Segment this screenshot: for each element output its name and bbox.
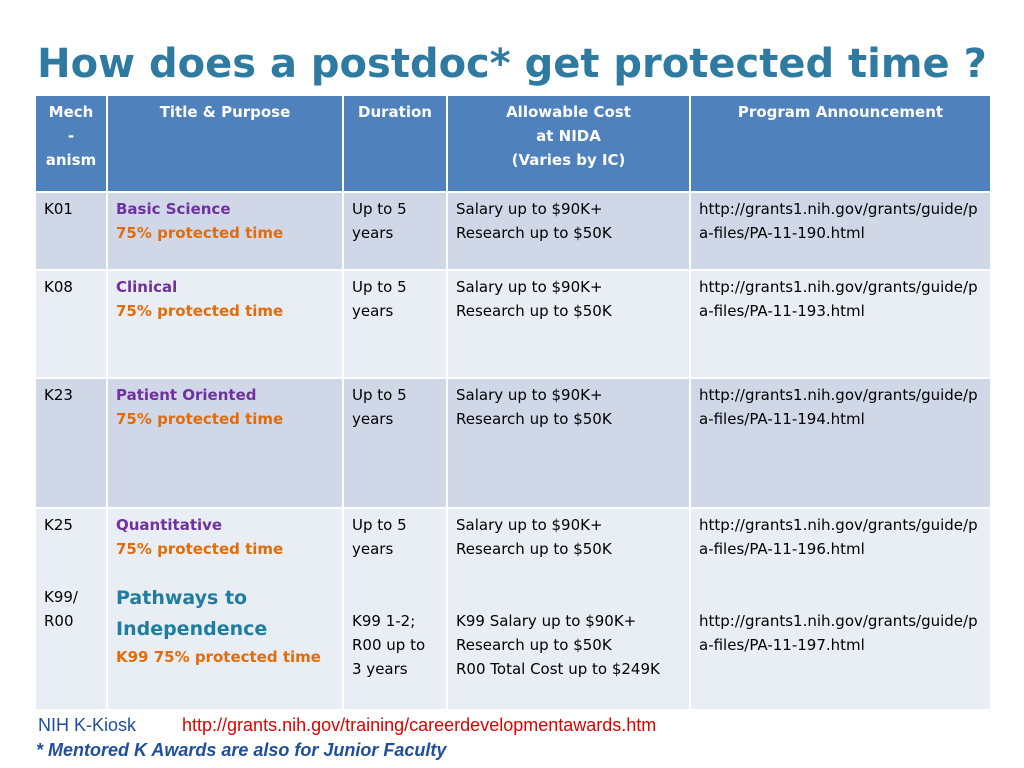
announcement-link-k99[interactable]: http://grants1.nih.gov/grants/guide/pa-f… <box>699 612 978 654</box>
table-row: K25 K99/ R00 Quantitative 75% protected … <box>34 507 992 711</box>
table-row: K08 Clinical 75% protected time Up to 5 … <box>34 269 992 379</box>
mechanism-cell: K01 <box>34 191 108 271</box>
title-purpose-cell: Clinical 75% protected time <box>106 269 344 379</box>
title-purpose-cell: Patient Oriented 75% protected time <box>106 377 344 509</box>
announcement-link[interactable]: http://grants1.nih.gov/grants/guide/pa-f… <box>699 516 978 558</box>
pathways-title: Pathways to Independence <box>116 587 268 640</box>
table-row: K23 Patient Oriented 75% protected time … <box>34 377 992 509</box>
protected-time: 75% protected time <box>116 302 284 320</box>
duration-cell: Up to 5 years <box>342 377 448 509</box>
program-name: Patient Oriented <box>116 386 257 404</box>
cost-cell: Salary up to $90K+ Research up to $50K K… <box>446 507 691 711</box>
duration-cell: Up to 5 years K99 1-2; R00 up to 3 years <box>342 507 448 711</box>
protected-time: 75% protected time <box>116 224 284 242</box>
header-title-purpose: Title & Purpose <box>106 94 344 193</box>
awards-table: Mech - anism Title & Purpose Duration Al… <box>34 94 992 711</box>
protected-time: 75% protected time <box>116 540 284 558</box>
kiosk-label: NIH K-Kiosk <box>38 715 137 735</box>
cost-cell: Salary up to $90K+ Research up to $50K <box>446 191 691 271</box>
cost-cell: Salary up to $90K+ Research up to $50K <box>446 269 691 379</box>
footnote: * Mentored K Awards are also for Junior … <box>36 740 447 760</box>
title-purpose-cell: Basic Science 75% protected time <box>106 191 344 271</box>
table-header-row: Mech - anism Title & Purpose Duration Al… <box>34 94 992 193</box>
page-title: How does a postdoc* get protected time ? <box>37 41 987 87</box>
pathways-protected-time: K99 75% protected time <box>116 648 321 666</box>
program-name: Quantitative <box>116 516 223 534</box>
announcement-link[interactable]: http://grants1.nih.gov/grants/guide/pa-f… <box>689 191 992 271</box>
duration-cell: Up to 5 years <box>342 269 448 379</box>
announcement-link[interactable]: http://grants1.nih.gov/grants/guide/pa-f… <box>689 377 992 509</box>
kiosk-footer: NIH K-Kiosk http://grants.nih.gov/trainin… <box>38 715 656 736</box>
header-duration: Duration <box>342 94 448 193</box>
announcement-link[interactable]: http://grants1.nih.gov/grants/guide/pa-f… <box>689 269 992 379</box>
header-program-announcement: Program Announcement <box>689 94 992 193</box>
mechanism-cell: K23 <box>34 377 108 509</box>
header-allowable-cost: Allowable Cost at NIDA (Varies by IC) <box>446 94 691 193</box>
program-name: Clinical <box>116 278 178 296</box>
cost-cell: Salary up to $90K+ Research up to $50K <box>446 377 691 509</box>
mechanism-cell: K25 K99/ R00 <box>34 507 108 711</box>
header-mechanism: Mech - anism <box>34 94 108 193</box>
announcement-cell: http://grants1.nih.gov/grants/guide/pa-f… <box>689 507 992 711</box>
kiosk-link[interactable]: http://grants.nih.gov/training/careerdev… <box>182 715 657 735</box>
title-purpose-cell: Quantitative 75% protected time Pathways… <box>106 507 344 711</box>
program-name: Basic Science <box>116 200 231 218</box>
duration-cell: Up to 5 years <box>342 191 448 271</box>
mechanism-cell: K08 <box>34 269 108 379</box>
table-row: K01 Basic Science 75% protected time Up … <box>34 191 992 271</box>
protected-time: 75% protected time <box>116 410 284 428</box>
